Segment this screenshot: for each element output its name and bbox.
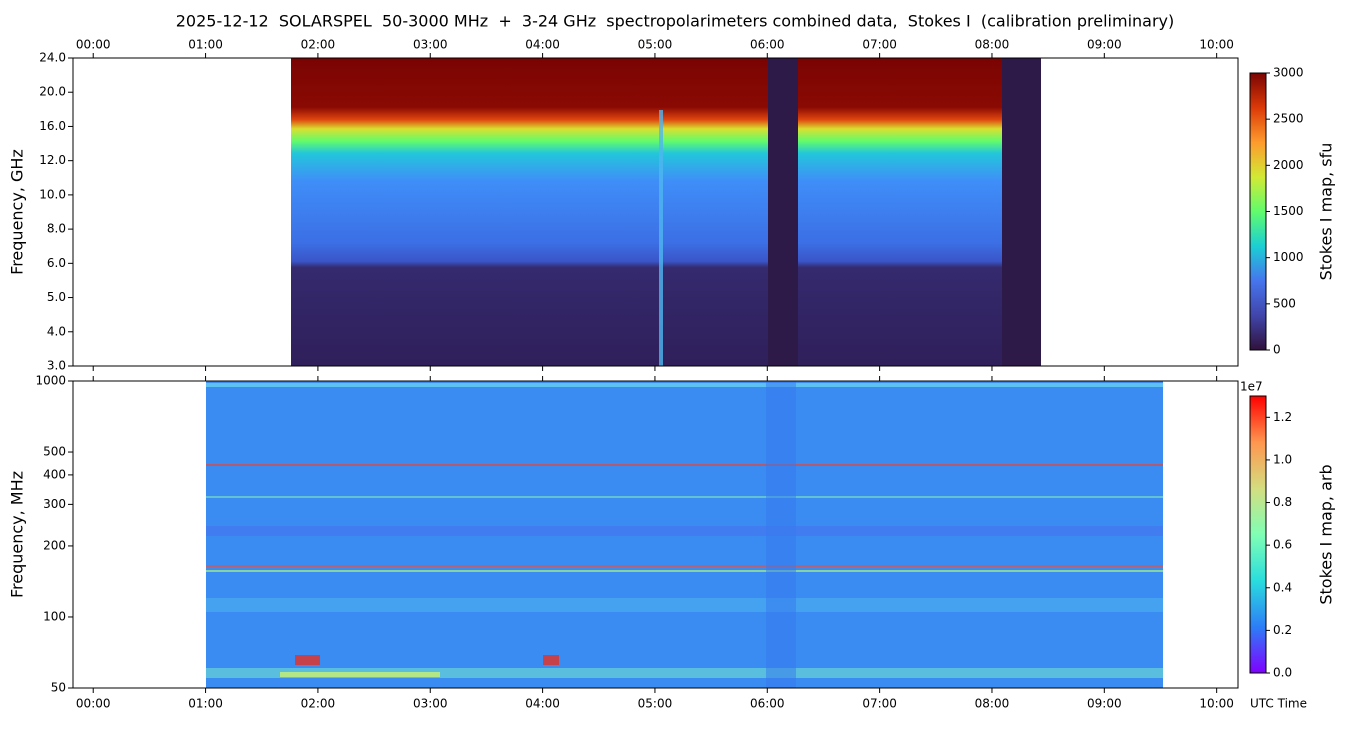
colorbar-tick-label: 1000 <box>1273 250 1304 264</box>
x-tick-label: 09:00 <box>1087 38 1122 52</box>
y-tick-label: 50 <box>51 681 66 695</box>
y-tick-label: 6.0 <box>47 256 66 270</box>
x-tick-label: 06:00 <box>750 697 785 711</box>
x-tick-label: 01:00 <box>188 697 223 711</box>
data-gap <box>766 381 796 688</box>
x-tick-label: 02:00 <box>301 38 336 52</box>
y-axis-label: Frequency, MHz <box>8 471 27 598</box>
y-tick-label: 24.0 <box>39 51 66 65</box>
x-tick-label: 07:00 <box>862 38 897 52</box>
colorbar-tick-label: 1.2 <box>1273 410 1292 424</box>
colorbar-tick-label: 2000 <box>1273 158 1304 172</box>
x-tick-label: 00:00 <box>76 38 111 52</box>
colorbar-tick-label: 1500 <box>1273 204 1304 218</box>
x-tick-label: 02:00 <box>301 697 336 711</box>
y-tick-label: 100 <box>43 609 66 623</box>
x-tick-label: 10:00 <box>1199 697 1234 711</box>
x-tick-label: 05:00 <box>638 38 673 52</box>
data-gap <box>768 58 798 366</box>
y-tick-label: 500 <box>43 445 66 459</box>
x-tick-label: 01:00 <box>188 38 223 52</box>
top-axes-frame <box>72 57 1239 367</box>
y-tick-label: 10.0 <box>39 187 66 201</box>
y-tick-label: 3.0 <box>47 359 66 373</box>
colorbar-tick-label: 500 <box>1273 296 1296 310</box>
colorbar-tick-label: 0.0 <box>1273 666 1292 680</box>
x-tick-label: 09:00 <box>1087 697 1122 711</box>
spectrum-band <box>206 570 1163 572</box>
title: 2025-12-12 SOLARSPEL 50-3000 MHz + 3-24 … <box>176 12 1175 31</box>
y-tick-label: 16.0 <box>39 119 66 133</box>
colorbar <box>1249 72 1267 351</box>
colorbar-tick-label: 0.8 <box>1273 495 1292 509</box>
spectrum-band <box>280 672 440 677</box>
bottom-heatmap <box>206 381 1163 688</box>
x-tick-label: 08:00 <box>975 38 1010 52</box>
spectrum-band <box>206 598 1163 612</box>
y-tick-label: 300 <box>43 497 66 511</box>
spectrum-burst <box>295 655 320 665</box>
colorbar-label: Stokes I map, sfu <box>1317 143 1336 281</box>
x-tick-label: 04:00 <box>525 38 560 52</box>
spectrum-band <box>206 496 1163 498</box>
colorbar-tick-label: 0 <box>1273 343 1281 357</box>
y-tick-label: 4.0 <box>47 324 66 338</box>
y-tick-label: 1000 <box>35 374 66 388</box>
spectrum <box>291 58 1041 366</box>
spectrum-streak <box>659 110 663 366</box>
top-heatmap <box>291 58 1041 366</box>
x-tick-label: 06:00 <box>750 38 785 52</box>
x-tick-label: 08:00 <box>975 697 1010 711</box>
y-axis-label: Frequency, GHz <box>8 149 27 275</box>
colorbar <box>1249 395 1267 674</box>
spectrum-band <box>206 383 1163 387</box>
x-tick-label: 05:00 <box>638 697 673 711</box>
colorbar-tick-label: 3000 <box>1273 66 1304 80</box>
x-tick-label: 07:00 <box>862 697 897 711</box>
x-tick-label: 10:00 <box>1199 38 1234 52</box>
y-tick-label: 200 <box>43 538 66 552</box>
y-tick-label: 400 <box>43 467 66 481</box>
colorbar-tick-label: 1.0 <box>1273 452 1292 466</box>
colorbar-tick-label: 0.6 <box>1273 538 1292 552</box>
x-tick-label: 03:00 <box>413 697 448 711</box>
bottom-axes-frame <box>72 380 1239 689</box>
spectrum-band <box>206 464 1163 466</box>
colorbar-tick-label: 0.4 <box>1273 580 1292 594</box>
y-tick-label: 20.0 <box>39 85 66 99</box>
y-tick-label: 12.0 <box>39 153 66 167</box>
x-axis-label: UTC Time <box>1250 697 1307 711</box>
x-tick-label: 04:00 <box>525 697 560 711</box>
data-gap <box>1002 58 1041 366</box>
spectrum-band <box>206 565 1163 567</box>
y-tick-label: 8.0 <box>47 222 66 236</box>
spectrum-band <box>206 668 1163 678</box>
x-tick-label: 03:00 <box>413 38 448 52</box>
x-tick-label: 00:00 <box>76 697 111 711</box>
spectrum-burst <box>543 655 559 665</box>
colorbar-tick-label: 0.2 <box>1273 623 1292 637</box>
colorbar-label: Stokes I map, arb <box>1317 464 1336 604</box>
y-tick-label: 5.0 <box>47 290 66 304</box>
spectrum-band <box>206 526 1163 536</box>
colorbar-offset: 1e7 <box>1240 380 1263 394</box>
colorbar-tick-label: 2500 <box>1273 112 1304 126</box>
